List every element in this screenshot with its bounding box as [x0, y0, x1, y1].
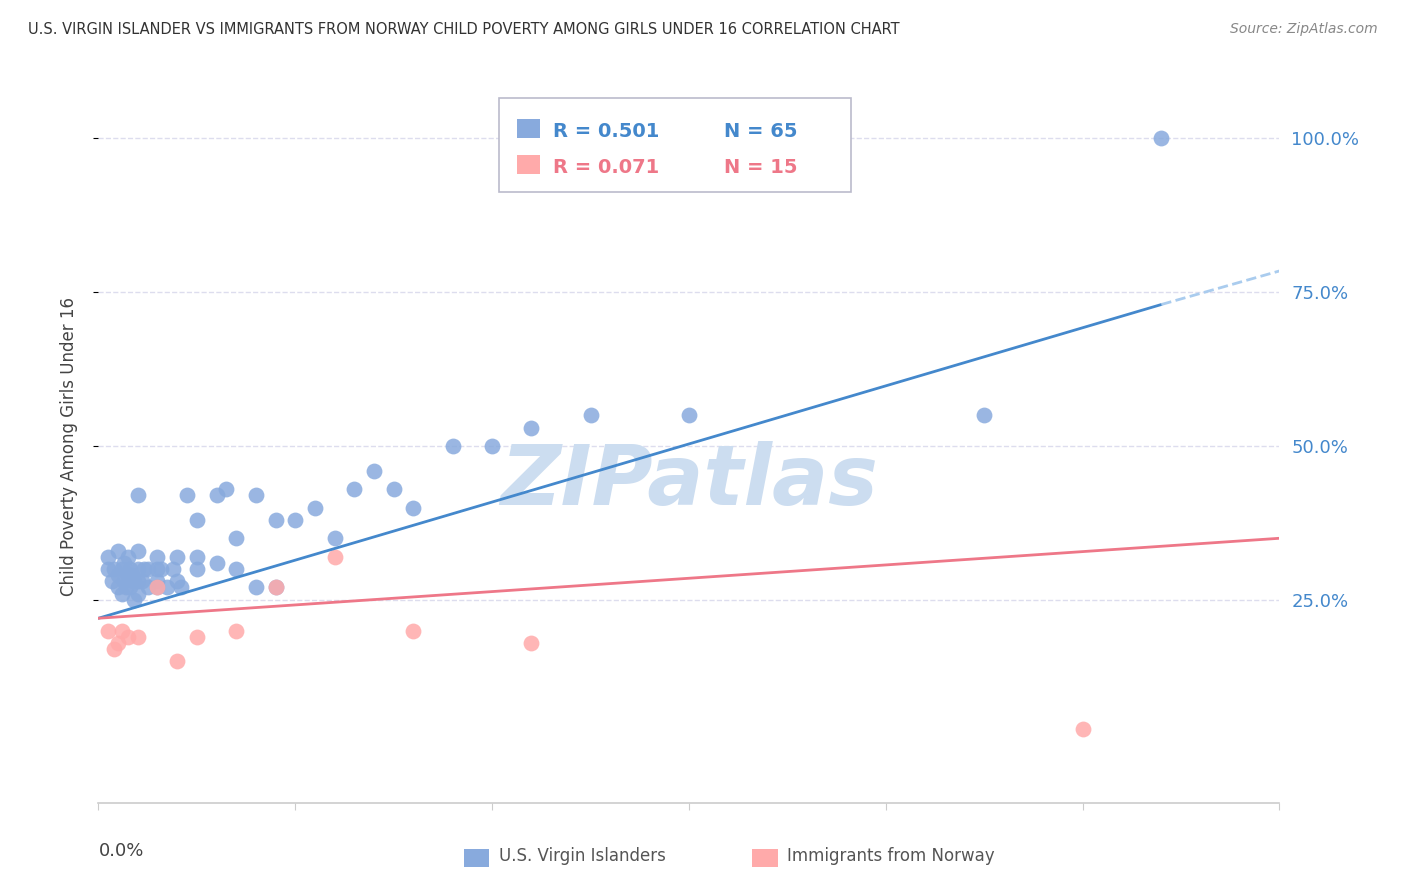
Point	[215, 482, 238, 496]
Text: ZIPatlas: ZIPatlas	[501, 442, 877, 522]
Point	[118, 581, 141, 595]
Point	[973, 409, 995, 423]
Point	[481, 439, 503, 453]
Point	[146, 562, 169, 576]
Point	[162, 562, 184, 576]
Point	[111, 562, 134, 576]
Point	[579, 409, 602, 423]
Point	[402, 500, 425, 515]
Point	[323, 549, 346, 564]
Point	[122, 592, 145, 607]
Text: N = 15: N = 15	[724, 158, 797, 177]
Point	[1071, 722, 1094, 736]
Point	[441, 439, 464, 453]
Point	[156, 581, 179, 595]
Point	[115, 581, 138, 595]
Point	[146, 581, 169, 595]
Point	[245, 488, 267, 502]
Point	[225, 562, 247, 576]
Point	[97, 624, 120, 638]
Point	[107, 581, 129, 595]
Point	[1150, 131, 1173, 145]
Text: 0.0%: 0.0%	[98, 842, 143, 860]
Point	[117, 630, 139, 644]
Text: U.S. Virgin Islanders: U.S. Virgin Islanders	[499, 847, 666, 865]
Point	[127, 574, 149, 589]
Point	[323, 531, 346, 545]
Point	[225, 624, 247, 638]
Point	[186, 562, 208, 576]
Point	[264, 513, 287, 527]
Point	[127, 562, 149, 576]
Point	[127, 630, 149, 644]
Point	[112, 556, 135, 570]
Point	[402, 624, 425, 638]
Point	[166, 574, 188, 589]
Point	[97, 549, 120, 564]
Point	[176, 488, 198, 502]
Point	[170, 581, 193, 595]
Point	[101, 574, 124, 589]
Point	[186, 630, 208, 644]
Point	[118, 562, 141, 576]
Point	[103, 642, 125, 657]
Point	[136, 581, 159, 595]
Point	[107, 568, 129, 582]
Point	[103, 562, 125, 576]
Point	[382, 482, 405, 496]
Text: Source: ZipAtlas.com: Source: ZipAtlas.com	[1230, 22, 1378, 37]
Point	[264, 581, 287, 595]
Point	[107, 636, 129, 650]
Point	[363, 464, 385, 478]
Text: R = 0.071: R = 0.071	[553, 158, 659, 177]
Point	[112, 574, 135, 589]
Point	[121, 568, 143, 582]
Point	[205, 488, 228, 502]
Point	[205, 556, 228, 570]
Point	[166, 549, 188, 564]
Point	[343, 482, 366, 496]
Point	[186, 513, 208, 527]
Point	[520, 636, 543, 650]
Point	[136, 562, 159, 576]
Text: Immigrants from Norway: Immigrants from Norway	[787, 847, 995, 865]
Point	[127, 587, 149, 601]
Point	[131, 574, 153, 589]
Point	[186, 549, 208, 564]
Point	[150, 562, 173, 576]
Point	[97, 562, 120, 576]
Point	[111, 587, 134, 601]
Point	[264, 581, 287, 595]
Text: R = 0.501: R = 0.501	[553, 122, 659, 141]
Point	[107, 543, 129, 558]
Text: N = 65: N = 65	[724, 122, 797, 141]
Point	[225, 531, 247, 545]
Point	[111, 624, 134, 638]
Point	[284, 513, 307, 527]
Point	[122, 574, 145, 589]
Point	[127, 488, 149, 502]
Point	[117, 549, 139, 564]
Point	[127, 543, 149, 558]
Point	[117, 568, 139, 582]
Point	[166, 654, 188, 668]
Point	[304, 500, 326, 515]
Text: U.S. VIRGIN ISLANDER VS IMMIGRANTS FROM NORWAY CHILD POVERTY AMONG GIRLS UNDER 1: U.S. VIRGIN ISLANDER VS IMMIGRANTS FROM …	[28, 22, 900, 37]
Point	[146, 549, 169, 564]
Point	[132, 562, 155, 576]
Point	[146, 581, 169, 595]
Y-axis label: Child Poverty Among Girls Under 16: Child Poverty Among Girls Under 16	[59, 296, 77, 596]
Point	[520, 420, 543, 434]
Point	[245, 581, 267, 595]
Point	[146, 574, 169, 589]
Point	[678, 409, 700, 423]
